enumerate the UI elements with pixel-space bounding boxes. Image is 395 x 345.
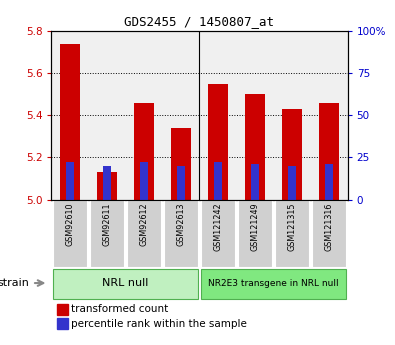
Bar [103, 166, 111, 199]
Text: transformed count: transformed count [71, 304, 169, 314]
Bar [90, 199, 124, 267]
Bar [214, 162, 222, 199]
Bar [66, 162, 74, 199]
Bar [60, 44, 80, 199]
Bar [251, 164, 259, 199]
Bar [208, 84, 228, 199]
Bar [282, 109, 302, 199]
Bar [288, 166, 296, 199]
Text: GSM92610: GSM92610 [65, 203, 74, 246]
Text: GSM121316: GSM121316 [325, 203, 334, 251]
Bar [201, 268, 346, 299]
Text: GSM121249: GSM121249 [250, 203, 260, 252]
Text: GSM121315: GSM121315 [288, 203, 297, 252]
Text: strain: strain [0, 278, 29, 288]
Bar [275, 199, 309, 267]
Bar [127, 199, 161, 267]
Bar [201, 199, 235, 267]
Bar [53, 199, 87, 267]
Title: GDS2455 / 1450807_at: GDS2455 / 1450807_at [124, 16, 275, 29]
Bar [171, 128, 191, 199]
Text: NR2E3 transgene in NRL null: NR2E3 transgene in NRL null [208, 278, 339, 287]
Bar [134, 103, 154, 199]
Bar [140, 162, 148, 199]
Text: GSM92612: GSM92612 [139, 203, 149, 246]
Bar [164, 199, 198, 267]
Text: GSM121242: GSM121242 [213, 203, 222, 252]
Text: percentile rank within the sample: percentile rank within the sample [71, 318, 247, 328]
Bar [245, 94, 265, 199]
Bar [312, 199, 346, 267]
Bar [238, 199, 272, 267]
Text: GSM92611: GSM92611 [102, 203, 111, 246]
Bar [97, 172, 117, 199]
Bar [177, 166, 185, 199]
Bar [325, 164, 333, 199]
Text: GSM92613: GSM92613 [177, 203, 186, 246]
Bar [53, 268, 198, 299]
Bar [57, 318, 68, 329]
Bar [57, 304, 68, 315]
Text: NRL null: NRL null [102, 278, 149, 288]
Bar [319, 103, 339, 199]
